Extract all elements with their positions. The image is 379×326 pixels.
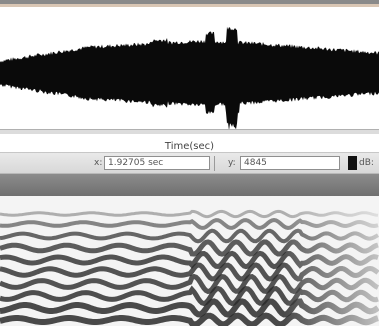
x-coordinate-label: x: (94, 158, 103, 168)
top-window-strip (0, 0, 379, 7)
spectrogram-panel[interactable] (0, 196, 379, 326)
x-coordinate-field[interactable]: 1.92705 sec (104, 156, 210, 170)
waveform-panel[interactable] (0, 7, 379, 129)
spectrogram-plot (0, 196, 379, 326)
spectrogram-header (0, 174, 379, 196)
db-label: dB: (359, 158, 374, 168)
spectrogram-fade (0, 196, 379, 326)
time-axis-label: Time(sec) (164, 141, 215, 152)
panel-divider[interactable] (0, 129, 379, 134)
cursor-readout-bar: x: 1.92705 sec y: 4845 dB: (0, 152, 379, 174)
waveform-shape (0, 26, 379, 129)
db-indicator-box (348, 156, 357, 170)
waveform-plot (0, 26, 379, 129)
y-coordinate-label: y: (228, 158, 236, 168)
readout-separator (214, 156, 215, 171)
y-coordinate-field[interactable]: 4845 (240, 156, 340, 170)
